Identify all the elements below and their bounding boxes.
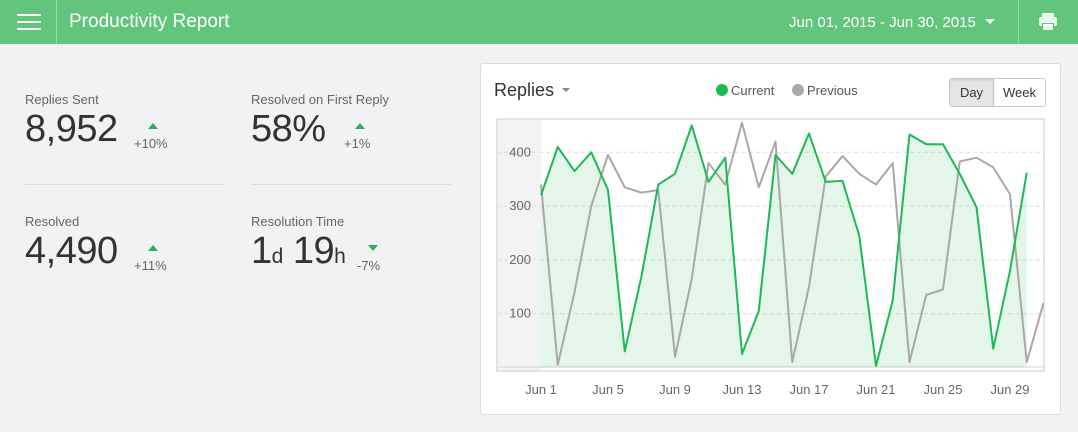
days-unit: d — [271, 245, 284, 268]
x-tick-label: Jun 1 — [525, 382, 557, 397]
metric-label: Resolved on First Reply — [251, 92, 389, 107]
y-tick-label: 200 — [509, 252, 531, 267]
divider — [251, 184, 451, 185]
metric-first-reply: Resolved on First Reply 58% +1% — [251, 92, 389, 151]
chart-title: Replies — [494, 80, 555, 100]
legend-current[interactable]: Current — [716, 83, 774, 98]
caret-down-icon — [562, 88, 571, 92]
x-tick-label: Jun 29 — [990, 382, 1029, 397]
plot-margin-band — [498, 120, 541, 370]
resolution-hours: 19 — [292, 230, 335, 272]
hours-unit: h — [334, 245, 346, 268]
triangle-down-icon — [368, 245, 378, 251]
y-tick-label: 300 — [509, 198, 531, 213]
metric-value: 4,490 — [25, 230, 118, 272]
x-tick-label: Jun 25 — [923, 382, 962, 397]
caret-down-icon — [984, 19, 995, 24]
date-range-dropdown[interactable]: Jun 01, 2015 - Jun 30, 2015 — [789, 14, 995, 31]
metric-change: +1% — [344, 136, 371, 151]
triangle-up-icon — [148, 123, 158, 129]
series-previous-line — [540, 121, 1044, 366]
x-tick-label: Jun 17 — [789, 382, 828, 397]
legend-previous[interactable]: Previous — [792, 83, 858, 98]
metric-value: 1d 19h — [251, 230, 346, 273]
metric-change: +11% — [134, 258, 167, 273]
resolution-days: 1 — [251, 230, 272, 272]
x-tick-label: Jun 9 — [659, 382, 691, 397]
metric-change: +10% — [134, 136, 168, 151]
x-tick-label: Jun 5 — [592, 382, 624, 397]
week-toggle-button[interactable]: Week — [993, 78, 1046, 107]
day-toggle-button[interactable]: Day — [949, 78, 994, 107]
metric-value: 58% — [251, 108, 326, 150]
printer-icon[interactable] — [1018, 0, 1078, 44]
metric-value: 8,952 — [25, 108, 118, 150]
legend-dot-icon — [716, 84, 728, 96]
divider — [25, 184, 224, 185]
metric-replies-sent: Replies Sent 8,952 +10% — [25, 92, 168, 151]
metric-label: Resolution Time — [251, 214, 345, 229]
metric-resolved: Resolved 4,490 +11% — [25, 214, 167, 273]
metric-change: -7% — [357, 258, 381, 273]
date-range-label: Jun 01, 2015 - Jun 30, 2015 — [789, 14, 976, 31]
hamburger-icon[interactable] — [0, 0, 57, 44]
x-tick-label: Jun 21 — [856, 382, 895, 397]
triangle-up-icon — [148, 245, 158, 251]
metric-resolution-time: Resolution Time 1d 19h -7% — [251, 214, 380, 273]
replies-chart-card: Replies Current Previous Day Week 100 200… — [480, 63, 1061, 415]
y-tick-label: 400 — [509, 144, 531, 159]
page-title: Productivity Report — [69, 11, 230, 32]
metric-label: Replies Sent — [25, 92, 99, 107]
series-current-line — [540, 124, 1028, 367]
legend-current-label: Current — [731, 83, 775, 98]
metric-label: Resolved — [25, 214, 80, 229]
replies-chart: 100 200 300 400 Jun 1 Jun 5 Jun 9 Jun 13 Jun 17 J… — [496, 118, 1045, 397]
triangle-up-icon — [355, 123, 365, 129]
legend-dot-icon — [792, 84, 804, 96]
chart-metric-dropdown[interactable]: Replies — [494, 80, 571, 101]
top-bar: Productivity Report Jun 01, 2015 - Jun 3… — [0, 0, 1078, 44]
y-tick-label: 100 — [509, 306, 531, 321]
legend-previous-label: Previous — [807, 83, 858, 98]
x-tick-label: Jun 13 — [722, 382, 761, 397]
